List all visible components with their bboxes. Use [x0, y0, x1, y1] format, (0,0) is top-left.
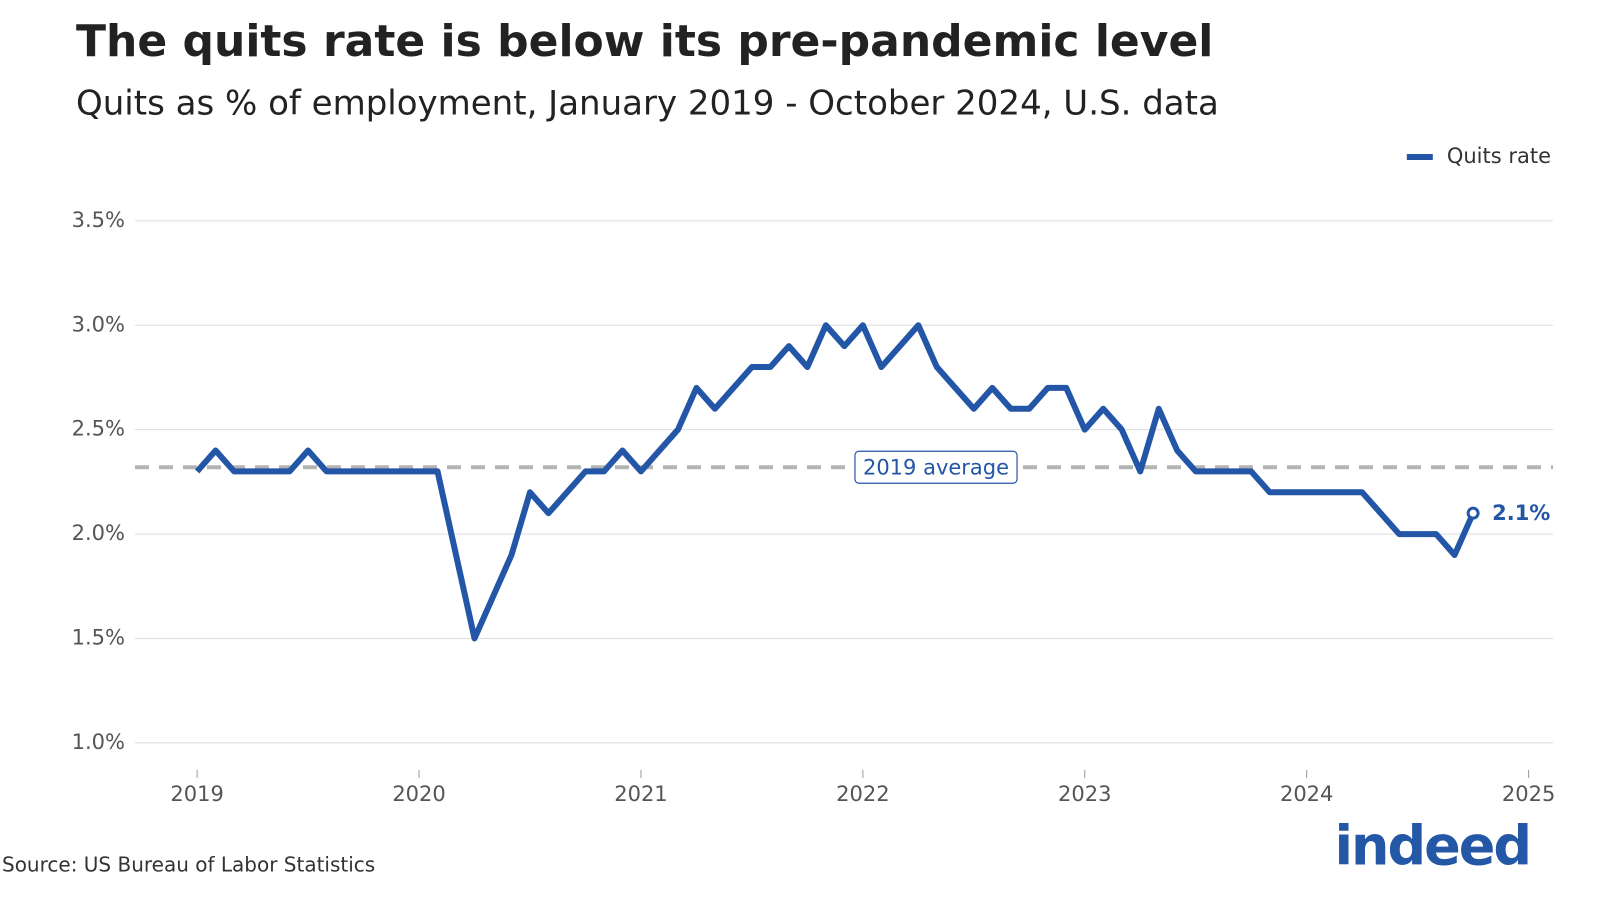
y-tick-label: 2.5%: [72, 417, 125, 441]
legend-label: Quits rate: [1447, 144, 1551, 168]
source: Source: US Bureau of Labor Statistics: [2, 853, 375, 877]
x-tick-label: 2022: [836, 782, 889, 806]
chart-title: The quits rate is below its pre-pandemic…: [76, 16, 1213, 67]
y-tick-label: 3.0%: [72, 312, 125, 336]
average-label-box: [854, 450, 1018, 484]
chart-subtitle: Quits as % of employment, January 2019 -…: [76, 84, 1219, 124]
x-tick-label: 2021: [614, 782, 667, 806]
data-line: [194, 322, 1476, 642]
x-tick-label: 2025: [1502, 782, 1555, 806]
y-tick-label: 1.5%: [72, 625, 125, 649]
logo: indeed: [1334, 815, 1530, 878]
y-tick-label: 2.0%: [72, 521, 125, 545]
x-tick-label: 2019: [170, 782, 223, 806]
value-label: 2.1%: [1492, 501, 1550, 525]
y-tick-label: 3.5%: [72, 208, 125, 232]
x-tick-label: 2024: [1280, 782, 1333, 806]
x-tick-label: 2020: [392, 782, 445, 806]
average-label: 2019 average: [863, 455, 1009, 479]
end-marker: [1466, 506, 1480, 520]
y-tick-label: 1.0%: [72, 730, 125, 754]
x-tick-label: 2023: [1058, 782, 1111, 806]
